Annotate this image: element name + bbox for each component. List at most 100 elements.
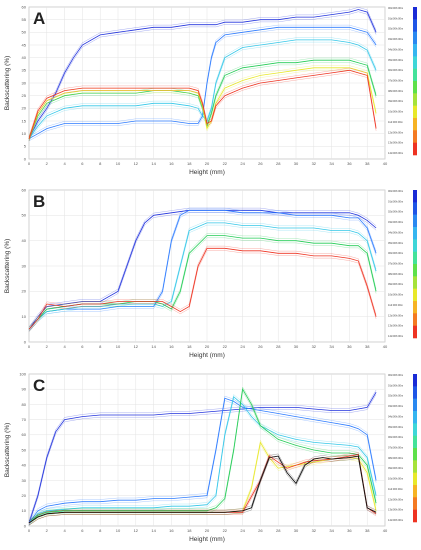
colorbar-label: 13d:00h:00m — [388, 508, 403, 512]
series-line — [28, 222, 377, 330]
colorbar-label: 14d:00h:00m — [388, 518, 403, 522]
x-tick-label: 36 — [347, 344, 352, 349]
chart-b-svg: 0 2 4 6 8 10 12 14 16 18 20 22 24 26 28 30 32 34 36 38 40010… — [4, 187, 417, 359]
colorbar-label: 12d:00h:00m — [388, 130, 403, 134]
x-tick-label: 6 — [81, 528, 84, 533]
colorbar-segment — [413, 411, 417, 424]
colorbar-segment — [413, 374, 417, 387]
x-tick-label: 14 — [151, 161, 156, 166]
series-line — [28, 67, 377, 139]
colorbar-label: 00d:00h:00m — [388, 6, 403, 10]
series-line-faint — [28, 458, 377, 526]
series-line — [28, 391, 377, 524]
series-line-faint — [28, 400, 377, 526]
colorbar-segment — [413, 81, 417, 94]
colorbar-label: 02d:00h:00m — [388, 394, 403, 398]
x-tick-label: 0 — [28, 528, 31, 533]
y-tick-label: 100 — [19, 371, 26, 376]
panel-a: 0 2 4 6 8 10 12 14 16 18 20 22 24 26 28 30 32 34 36 38 40 0 5 1… — [0, 0, 421, 183]
x-tick-label: 30 — [294, 161, 299, 166]
series-line-faint — [28, 207, 377, 328]
series-line — [28, 388, 377, 524]
series-line — [28, 397, 377, 524]
colorbar-segment — [413, 435, 417, 449]
series-line-faint — [28, 212, 377, 332]
y-tick-label: 60 — [22, 432, 27, 437]
y-tick-label: 50 — [22, 213, 27, 218]
x-tick-label: 30 — [294, 344, 299, 349]
x-tick-label: 22 — [223, 344, 228, 349]
x-tick-label: 28 — [276, 161, 281, 166]
x-tick-label: 32 — [312, 161, 317, 166]
x-tick-label: 4 — [63, 528, 66, 533]
colorbar-segment — [413, 7, 417, 20]
x-tick-label: 32 — [312, 344, 317, 349]
series-line-faint — [28, 386, 377, 521]
series-line-faint — [28, 67, 377, 137]
x-tick-label: 26 — [258, 161, 263, 166]
colorbar-label: 01d:00h:00m — [388, 383, 403, 387]
colorbar-label: 06d:00h:00m — [388, 435, 403, 439]
x-tick-label: 20 — [205, 344, 210, 349]
series-line-faint — [28, 452, 377, 521]
x-tick-label: 34 — [329, 344, 334, 349]
series-line-faint — [28, 250, 377, 332]
series-line — [28, 69, 377, 139]
colorbar-segment — [413, 251, 417, 265]
x-tick-label: 0 — [28, 161, 31, 166]
x-tick-label: 28 — [276, 344, 281, 349]
y-tick-label: 10 — [22, 508, 27, 513]
colorbar-segment — [413, 31, 417, 45]
x-tick-label: 36 — [347, 161, 352, 166]
x-tick-label: 10 — [116, 344, 121, 349]
x-tick-label: 20 — [205, 161, 210, 166]
colorbar-segment — [413, 301, 417, 314]
y-tick-label: 20 — [22, 106, 27, 111]
y-tick-label: 0 — [24, 523, 27, 528]
panel-letter: C — [33, 376, 45, 395]
x-tick-label: 36 — [347, 528, 352, 533]
colorbar-segment — [413, 472, 417, 486]
y-tick-label: 10 — [22, 314, 27, 319]
x-axis-title: Height (mm) — [189, 169, 225, 176]
colorbar-label: 09d:00h:00m — [388, 282, 403, 286]
y-tick-label: 50 — [22, 447, 27, 452]
x-tick-label: 2 — [46, 528, 49, 533]
y-tick-label: 40 — [22, 463, 27, 468]
colorbar-label: 05d:00h:00m — [388, 58, 403, 62]
series-line-faint — [28, 443, 377, 526]
colorbar-label: 10d:00h:00m — [388, 477, 403, 481]
x-tick-label: 24 — [240, 344, 245, 349]
y-tick-label: 50 — [22, 30, 27, 35]
x-tick-label: 40 — [383, 344, 388, 349]
y-tick-label: 25 — [22, 93, 27, 98]
y-tick-label: 20 — [22, 289, 27, 294]
colorbar-label: 09d:00h:00m — [388, 99, 403, 103]
colorbar-segment — [413, 497, 417, 510]
x-tick-label: 10 — [116, 528, 121, 533]
x-tick-label: 32 — [312, 528, 317, 533]
colorbar-segment — [413, 288, 417, 302]
x-tick-label: 12 — [134, 344, 139, 349]
x-tick-label: 16 — [169, 528, 174, 533]
colorbar-segment — [413, 264, 417, 277]
panel-letter: B — [33, 192, 45, 211]
x-tick-label: 14 — [151, 344, 156, 349]
x-tick-label: 22 — [223, 161, 228, 166]
x-tick-label: 8 — [99, 161, 102, 166]
x-tick-label: 38 — [365, 161, 370, 166]
y-axis-title: Backscattering (%) — [4, 423, 11, 478]
series-line-faint — [28, 72, 377, 141]
series-line — [28, 26, 377, 140]
colorbar-label: 05d:00h:00m — [388, 241, 403, 245]
y-tick-label: 0 — [24, 156, 27, 161]
series-line-faint — [28, 69, 377, 141]
y-tick-label: 60 — [22, 187, 27, 192]
colorbar-label: 02d:00h:00m — [388, 27, 403, 31]
x-tick-label: 24 — [240, 528, 245, 533]
colorbar-label: 11d:00h:00m — [388, 120, 403, 124]
chart-a-svg: 0 2 4 6 8 10 12 14 16 18 20 22 24 26 28 30 32 34 36 38 40051… — [4, 4, 417, 176]
x-tick-label: 8 — [99, 344, 102, 349]
colorbar-segment — [413, 398, 417, 412]
colorbar-segment — [413, 19, 417, 32]
